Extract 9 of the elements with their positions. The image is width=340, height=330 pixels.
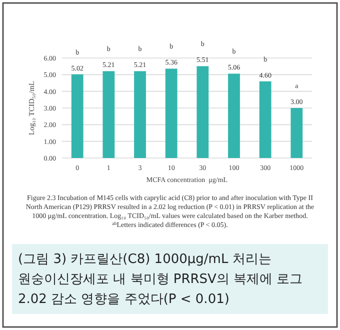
bar — [165, 68, 178, 158]
bar — [196, 66, 209, 158]
bar — [102, 71, 115, 158]
text: (그림 3) 카프릴산(C8) 1000μg/mL 처리는 원숭이신장세포 내 북미형 PRRSV의 복제에 로그 2.02 감소 영향을 주었다(P < 0.01) — [18, 252, 303, 307]
bar — [71, 74, 84, 158]
bar — [134, 71, 146, 158]
bar — [259, 81, 272, 158]
bar — [290, 108, 303, 158]
bar — [228, 74, 240, 158]
